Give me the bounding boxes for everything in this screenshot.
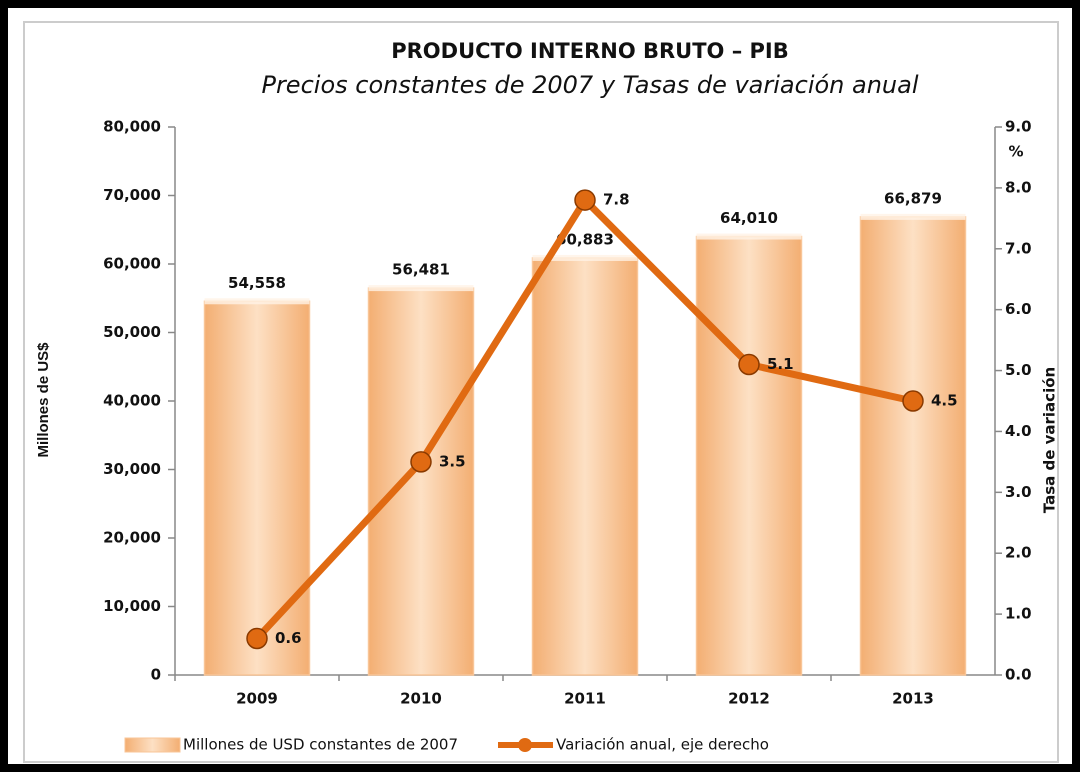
x-tick-label: 2010	[400, 690, 442, 708]
bar-cap	[204, 298, 310, 305]
line-value-label: 5.1	[767, 355, 794, 373]
bar-value-label: 54,558	[228, 274, 286, 292]
y2-unit: %	[1008, 143, 1023, 161]
y-tick-label: 40,000	[103, 392, 161, 410]
y-tick-label: 30,000	[103, 460, 161, 478]
y2-tick-label: 4.0	[1005, 422, 1032, 440]
bar-cap	[532, 254, 638, 261]
y2-tick-label: 0.0	[1005, 666, 1032, 684]
y2-tick-label: 7.0	[1005, 239, 1032, 257]
bar-cap	[860, 213, 966, 220]
bar	[695, 235, 803, 676]
line-value-label: 7.8	[603, 191, 630, 209]
bar-value-label: 56,481	[392, 261, 450, 279]
bar	[203, 300, 311, 676]
line-value-label: 3.5	[439, 452, 466, 470]
line-marker	[902, 390, 924, 412]
y-tick-label: 50,000	[103, 323, 161, 341]
bar	[531, 257, 639, 676]
y2-axis-title: Tasa de variación	[1041, 367, 1059, 513]
y2-tick-label: 9.0	[1005, 118, 1032, 136]
bar-value-label: 60,883	[556, 230, 614, 248]
bar-cap	[368, 285, 474, 292]
y-axis-title: Millones de US$	[35, 342, 52, 458]
line-value-label: 4.5	[931, 392, 958, 410]
line-value-label: 0.6	[275, 629, 302, 647]
y2-tick-label: 1.0	[1005, 605, 1032, 623]
line-marker	[246, 627, 268, 650]
chart-title: PRODUCTO INTERNO BRUTO – PIB	[391, 39, 789, 63]
y2-tick-label: 5.0	[1005, 361, 1032, 379]
bar-value-label: 64,010	[720, 209, 778, 227]
line-marker	[738, 353, 760, 376]
bar-cap	[696, 233, 802, 240]
inner-frame	[23, 21, 1059, 763]
legend-swatch	[124, 737, 181, 753]
y2-tick-label: 8.0	[1005, 178, 1032, 196]
line-marker	[574, 189, 596, 211]
y-tick-label: 0	[151, 666, 161, 684]
y-tick-label: 70,000	[103, 186, 161, 204]
y-tick-label: 80,000	[103, 118, 161, 136]
legend-marker	[518, 738, 532, 752]
x-tick-label: 2011	[564, 690, 606, 708]
bar	[859, 216, 967, 676]
y-tick-label: 20,000	[103, 529, 161, 547]
x-tick-label: 2013	[892, 690, 934, 708]
x-tick-label: 2009	[236, 690, 278, 708]
chart-subtitle: Precios constantes de 2007 y Tasas de va…	[261, 71, 918, 99]
y2-tick-label: 3.0	[1005, 483, 1032, 501]
legend-label: Variación anual, eje derecho	[556, 736, 769, 754]
y-tick-label: 60,000	[103, 255, 161, 273]
x-tick-label: 2012	[728, 690, 770, 708]
line-marker	[410, 451, 432, 473]
legend-label: Millones de USD constantes de 2007	[183, 736, 458, 754]
y2-tick-label: 2.0	[1005, 544, 1032, 562]
y-tick-label: 10,000	[103, 597, 161, 615]
bar-value-label: 66,879	[884, 189, 942, 207]
bar	[367, 287, 475, 676]
y2-tick-label: 6.0	[1005, 300, 1032, 318]
